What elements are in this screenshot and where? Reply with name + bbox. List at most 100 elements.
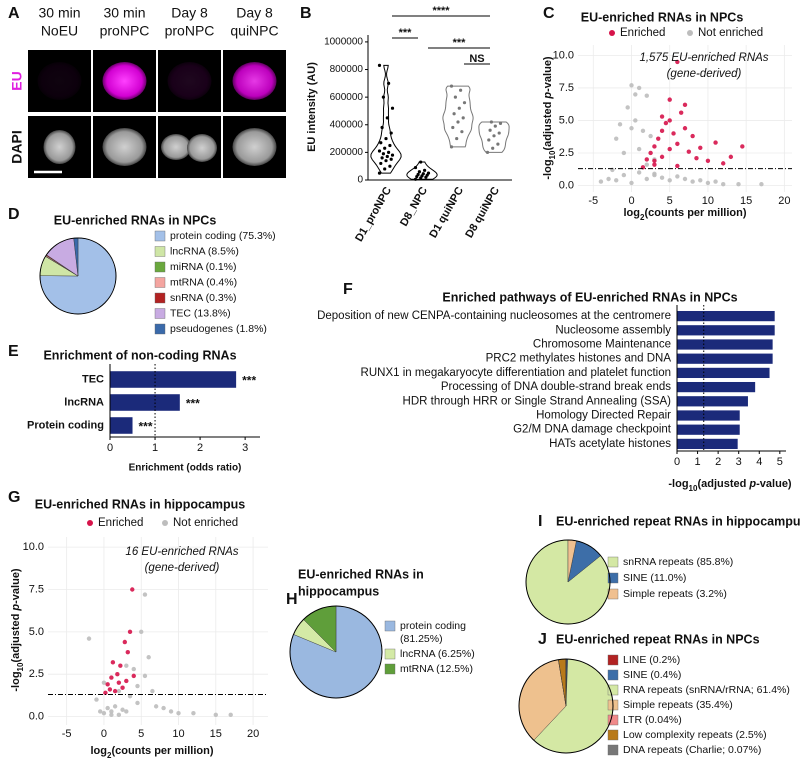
x-tick-label: 20: [247, 728, 259, 740]
legend-label: SINE (11.0%): [623, 572, 686, 584]
data-point: [614, 136, 619, 141]
data-point: [713, 179, 718, 184]
data-point: [667, 97, 672, 102]
annotation: 1,575 EU-enriched RNAs: [639, 52, 768, 64]
data-point: [485, 150, 490, 154]
data-point: [675, 174, 680, 179]
y-axis-label-part: 10: [548, 150, 557, 159]
category-label: PRC2 methylates histones and DNA: [486, 353, 672, 365]
data-point: [168, 709, 174, 714]
data-point: [675, 141, 680, 147]
data-point: [488, 128, 492, 132]
data-point: [457, 106, 461, 110]
chart-title: EU-enriched RNAs in: [298, 567, 424, 581]
legend-swatch: [154, 292, 166, 304]
pie-outline: [518, 658, 614, 754]
y-axis-label-part: -value): [542, 56, 554, 92]
panel-letter: E: [8, 343, 19, 360]
bar: [677, 353, 773, 364]
chart-title: EU-enriched RNAs in NPCs: [581, 10, 744, 24]
x-tick-label: 10: [172, 728, 184, 740]
x-tick-label: D1 quiNPC: [427, 185, 466, 240]
eu-nucleus: [167, 62, 212, 100]
x-tick-label: 4: [756, 456, 762, 468]
legend-swatch: [607, 744, 619, 756]
data-point: [417, 170, 421, 174]
significance-label: ****: [432, 5, 450, 17]
dapi-nucleus: [102, 128, 147, 166]
category-label: RUNX1 in megakaryocyte differentiation a…: [361, 367, 671, 379]
bar: [110, 417, 133, 434]
panel-letter: A: [8, 5, 20, 22]
legend-label: RNA repeats (snRNA/rRNA; 61.4%): [623, 684, 790, 696]
panel-letter: F: [343, 281, 353, 298]
y-axis-label-part: (adjusted: [10, 611, 22, 663]
legend-label: protein coding (75.3%): [170, 230, 276, 242]
data-point: [633, 92, 638, 97]
legend-label: (81.25%): [400, 633, 443, 645]
y-axis-label-part: -value): [10, 568, 22, 604]
data-point: [103, 690, 108, 696]
bar: [677, 438, 738, 450]
annotation: 16 EU-enriched RNAs: [125, 546, 238, 558]
data-point: [459, 88, 463, 92]
data-point: [390, 106, 395, 110]
legend-label: lncRNA (6.25%): [400, 648, 475, 660]
category-label: Homology Directed Repair: [536, 410, 671, 422]
panel-letter: G: [8, 489, 20, 506]
data-point: [228, 712, 233, 718]
data-point: [621, 150, 627, 156]
x-tick-label: D8 quiNPC: [463, 185, 502, 240]
data-point: [122, 639, 128, 645]
dapi-nucleus: [161, 134, 191, 160]
data-point: [377, 63, 382, 67]
legend-label: miRNA (0.1%): [170, 261, 237, 273]
data-point: [659, 154, 665, 160]
data-point: [379, 161, 383, 166]
x-tick-label: 0: [107, 442, 113, 454]
legend-swatch: [607, 729, 619, 741]
data-point: [456, 120, 460, 124]
data-point: [455, 136, 459, 141]
significance-label: NS: [469, 53, 484, 65]
y-tick-label: 7.5: [29, 583, 44, 595]
data-point: [125, 649, 130, 655]
data-point: [413, 177, 418, 181]
data-point: [120, 685, 125, 690]
data-point: [498, 121, 503, 125]
row-label: EU: [9, 71, 25, 90]
bar: [110, 371, 237, 388]
y-tick-label: 0: [357, 175, 363, 186]
x-tick-label: 0: [674, 456, 680, 468]
data-point: [614, 178, 619, 183]
data-point: [705, 180, 711, 186]
data-point: [107, 687, 113, 692]
data-point: [109, 709, 114, 714]
x-axis-label-part: 2: [107, 751, 112, 760]
legend-label: lncRNA (8.5%): [170, 245, 239, 257]
panel-letter: H: [286, 591, 298, 608]
data-point: [461, 116, 465, 120]
x-tick-label: 15: [740, 195, 752, 207]
data-point: [629, 126, 634, 131]
data-point: [671, 131, 676, 136]
data-point: [690, 179, 695, 184]
x-tick-label: 15: [210, 728, 222, 740]
x-tick-label: 10: [702, 195, 714, 207]
data-point: [388, 164, 392, 168]
data-point: [663, 120, 669, 126]
data-point: [493, 124, 497, 128]
data-point: [452, 112, 456, 116]
data-point: [176, 710, 181, 716]
data-point: [621, 172, 627, 178]
data-point: [656, 136, 661, 141]
data-point: [496, 142, 500, 146]
data-point: [598, 179, 604, 184]
annotation: (gene-derived): [667, 68, 742, 80]
legend-swatch: [607, 654, 619, 666]
data-point: [648, 133, 653, 139]
data-point: [127, 694, 133, 699]
category-label: HATs acetylate histones: [549, 438, 671, 450]
data-point: [659, 114, 665, 119]
